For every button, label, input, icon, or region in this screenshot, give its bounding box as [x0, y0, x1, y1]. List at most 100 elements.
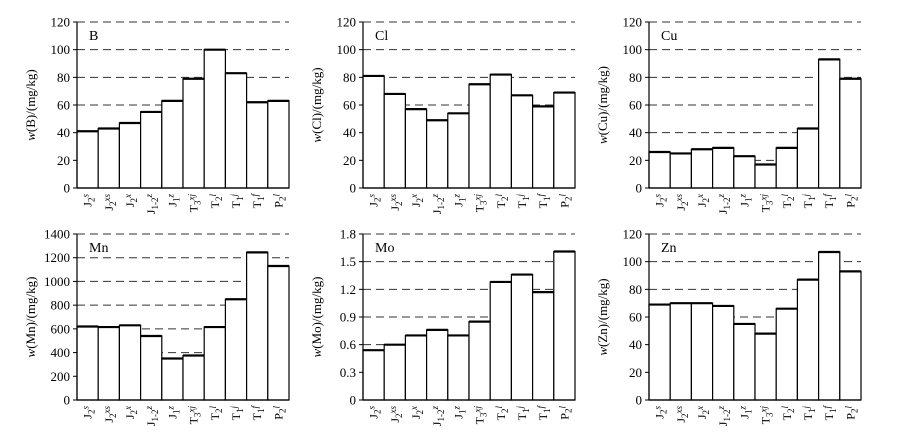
- x-tick-label: P2l: [843, 406, 859, 420]
- chart-panel-cu: 020406080100120Cuw(Cu)/(mg/kg)J2sJ2xsJ2x…: [595, 15, 862, 214]
- x-tick-label-sub: 1: [542, 197, 552, 202]
- y-tick-label: 100: [623, 42, 643, 57]
- y-tick-label: 0.6: [340, 337, 357, 352]
- x-tick-label-sub: 2: [129, 198, 139, 203]
- x-tick-label-sup: j: [801, 194, 811, 198]
- x-tick-label-sup: l: [494, 406, 504, 409]
- bar: [404, 108, 428, 189]
- x-tick-label-main: J: [81, 414, 95, 419]
- y-tick-label: 400: [51, 345, 71, 360]
- bar: [362, 349, 385, 401]
- x-tick-label: J2s: [367, 406, 383, 419]
- x-tick-label: T1f: [250, 405, 266, 421]
- x-tick-label: J1-2z: [716, 406, 732, 427]
- x-tick-label-main: T: [229, 200, 243, 208]
- x-tick-label-main: J: [674, 418, 688, 423]
- panel-label: Cl: [375, 29, 388, 44]
- x-tick-label: P2l: [843, 194, 859, 208]
- x-tick-label: T1j: [229, 194, 245, 209]
- x-tick-label: T1j: [801, 194, 817, 209]
- x-tick-label-sub: 2: [659, 198, 669, 203]
- x-tick-label-main: J: [409, 202, 423, 207]
- bar: [711, 147, 735, 189]
- y-axis-label: w(Mo)/(mg/kg): [309, 277, 324, 358]
- y-tick-label: 20: [629, 365, 642, 380]
- x-tick-label-sup: xj: [759, 406, 769, 414]
- x-tick-label-sup: s: [81, 194, 91, 198]
- x-tick-label-main: T: [759, 416, 773, 424]
- bar: [203, 326, 226, 401]
- bar: [76, 130, 99, 189]
- x-tick-label-sub: 2: [415, 410, 425, 415]
- x-tick-label-sup: z: [165, 406, 175, 411]
- bar: [404, 334, 428, 401]
- x-tick-label-sub: 2: [108, 414, 118, 419]
- x-tick-label-main: J: [165, 202, 179, 207]
- x-tick-label-sub: 2: [659, 410, 669, 415]
- bar: [161, 357, 184, 401]
- x-tick-label-sup: x: [409, 194, 419, 199]
- x-tick-label-sup: j: [515, 194, 525, 198]
- x-tick-label-main: J: [451, 202, 465, 207]
- x-tick-label-main: P: [557, 413, 571, 420]
- x-tick-label: T2l: [208, 194, 224, 209]
- x-tick-label: P2l: [271, 406, 287, 420]
- bar: [489, 281, 513, 401]
- bar: [711, 305, 735, 401]
- x-tick-label-sup: f: [822, 193, 832, 197]
- x-tick-label: J2s: [81, 406, 97, 419]
- x-tick-label-sup: j: [229, 406, 239, 410]
- x-tick-label-sub: 2: [373, 410, 383, 415]
- y-tick-label: 100: [623, 254, 643, 269]
- x-tick-label: T1j: [515, 406, 531, 421]
- x-tick-label-main: T: [229, 412, 243, 420]
- y-tick-label: 0: [64, 393, 71, 408]
- x-tick-label-sub: 2: [786, 409, 796, 414]
- x-tick-label-sub: 1: [235, 409, 245, 414]
- x-tick-label: T2l: [494, 194, 510, 209]
- bar: [224, 72, 248, 189]
- x-tick-label: T1j: [515, 194, 531, 209]
- x-tick-label: J2s: [653, 194, 669, 207]
- x-tick-label-sup: l: [208, 406, 218, 409]
- bar: [775, 147, 799, 189]
- x-tick-label: J1z: [165, 406, 181, 419]
- y-tick-label: 40: [343, 125, 356, 140]
- y-tick-label: 0: [636, 393, 643, 408]
- x-tick-label-sup: f: [250, 193, 260, 197]
- y-tick-label: 200: [51, 369, 71, 384]
- y-tick-label: 80: [57, 70, 70, 85]
- y-axis-label-unit: (B)/(mg/kg): [23, 69, 38, 132]
- x-tick-label-main: T: [759, 204, 773, 212]
- x-tick-label-sup: xj: [187, 194, 197, 202]
- x-tick-label-sub: 2: [563, 409, 573, 414]
- x-tick-label: T1j: [801, 406, 817, 421]
- panel-label: Cu: [661, 29, 677, 44]
- x-tick-label: J1-2z: [430, 406, 446, 427]
- bar: [817, 58, 841, 189]
- x-tick-label-main: T: [801, 412, 815, 420]
- x-tick-label-main: J: [367, 414, 381, 419]
- y-tick-label: 60: [629, 98, 642, 113]
- x-tick-label: T3xj: [187, 194, 203, 213]
- x-tick-label-main: J: [123, 202, 137, 207]
- x-tick-label: T1f: [822, 405, 838, 421]
- x-tick-label: J1-2z: [144, 406, 160, 427]
- x-tick-label-sub: 1: [807, 197, 817, 202]
- bar: [267, 100, 290, 189]
- x-tick-label-sub: 1-2: [150, 198, 160, 210]
- x-tick-label-main: T: [515, 200, 529, 208]
- x-tick-label: J2x: [123, 406, 139, 419]
- x-tick-label-sup: xj: [759, 194, 769, 202]
- x-tick-label-main: J: [81, 202, 95, 207]
- x-tick-label-sub: 2: [701, 410, 711, 415]
- bar: [553, 91, 576, 189]
- chart-panel-mo: 00.30.60.91.21.51.8Mow(Mo)/(mg/kg)J2sJ2x…: [309, 227, 576, 427]
- x-tick-label-sub: 1: [521, 197, 531, 202]
- bar: [775, 308, 799, 401]
- x-tick-label: T2l: [780, 194, 796, 209]
- y-tick-label: 1.2: [340, 282, 356, 297]
- bar: [118, 324, 142, 401]
- x-tick-label-main: T: [187, 416, 201, 424]
- x-tick-label-sub: 1-2: [722, 410, 732, 422]
